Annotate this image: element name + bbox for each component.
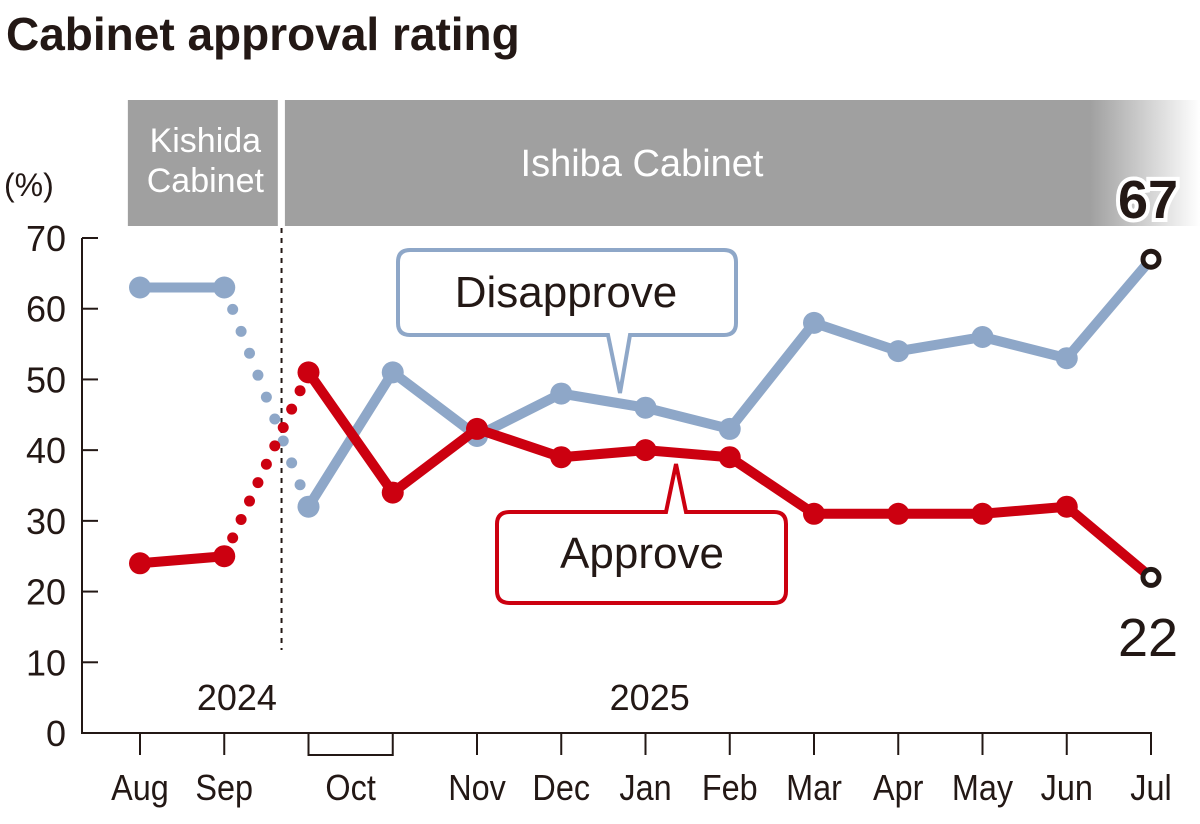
chart-title: Cabinet approval rating [6, 8, 520, 60]
year-label: 2025 [610, 677, 690, 718]
approve-end-label: 22 [1118, 608, 1178, 668]
x-tick-label: Mar [786, 768, 842, 808]
kishida-cabinet-label: Kishida [150, 122, 262, 160]
approve-transition-dot [260, 458, 272, 470]
x-tick-label: Dec [532, 768, 590, 808]
kishida-cabinet-label-2: Cabinet [147, 162, 265, 200]
approve-point [129, 552, 151, 575]
ishiba-cabinet-band-fade [1090, 100, 1200, 226]
disapprove-end-label: 67 [1118, 170, 1178, 230]
approve-point [803, 502, 825, 525]
disapprove-transition-dot [277, 435, 289, 447]
ishiba-cabinet-band [284, 100, 1090, 226]
approve-point [971, 502, 994, 525]
approve-callout [495, 463, 788, 605]
disapprove-transition-dot [286, 457, 298, 469]
approve-point [718, 446, 741, 469]
approve-point [466, 417, 488, 440]
disapprove-point [634, 396, 657, 419]
disapprove-end-marker [1140, 248, 1162, 270]
x-tick-label: Jan [619, 768, 671, 808]
x-tick-label: May [952, 768, 1014, 808]
ishiba-cabinet-label: Ishiba Cabinet [521, 143, 764, 185]
disapprove-transition-dot [260, 391, 272, 403]
disapprove-point [718, 417, 741, 440]
approve-transition-dot [252, 477, 264, 489]
x-tick-label: Apr [873, 768, 923, 808]
approve-transition-dot [227, 532, 239, 544]
y-tick-label: 40 [26, 430, 66, 471]
approve-transition-dot [244, 495, 256, 507]
disapprove-point [1055, 347, 1078, 370]
y-tick-label: 30 [26, 501, 66, 542]
approve-transition-dot [294, 385, 306, 397]
y-tick-label: 50 [26, 359, 66, 400]
disapprove-transition-dot [227, 303, 239, 315]
x-tick-label: Aug [111, 768, 169, 808]
y-axis-label: (%) [4, 167, 54, 203]
x-tick-label: Sep [195, 768, 253, 808]
disapprove-point [297, 495, 320, 518]
x-tick-label: Nov [448, 768, 506, 808]
y-tick-label: 10 [26, 642, 66, 683]
approve-end-marker [1140, 566, 1162, 588]
oct-bracket [307, 733, 394, 756]
disapprove-point [971, 326, 994, 348]
disapprove-transition-dot [235, 325, 247, 337]
approve-point [1055, 495, 1078, 518]
kishida-cabinet-band [127, 100, 278, 226]
disapprove-point [550, 382, 573, 405]
disapprove-point [213, 276, 236, 299]
approve-transition-dot [269, 440, 281, 452]
x-tick-label: Oct [325, 768, 376, 808]
y-tick-label: 60 [26, 289, 66, 330]
disapprove-point [381, 361, 404, 384]
x-tick-label: Feb [702, 768, 758, 808]
approve-point [297, 361, 320, 384]
approve-legend-label: Approve [560, 529, 724, 578]
y-tick-label: 0 [46, 713, 66, 754]
disapprove-point [129, 276, 151, 299]
approve-point [887, 502, 910, 525]
disapprove-transition-dot [294, 479, 306, 491]
disapprove-callout [396, 248, 738, 394]
approve-point [550, 446, 573, 469]
approve-line-start [139, 551, 225, 569]
disapprove-point [887, 340, 910, 363]
approve-point [381, 481, 404, 504]
approve-transition-dot [277, 422, 289, 434]
approve-transition-dot [235, 513, 247, 525]
disapprove-point [803, 311, 825, 334]
y-tick-label: 70 [26, 218, 66, 259]
x-tick-label: Jul [1130, 768, 1171, 808]
disapprove-transition-dot [244, 347, 256, 359]
disapprove-transition-dot [252, 369, 264, 381]
year-label: 2024 [197, 677, 277, 718]
approve-transition-dot [286, 403, 298, 415]
disapprove-legend-label: Disapprove [455, 268, 678, 317]
disapprove-transition-dot [269, 413, 281, 425]
approve-point [634, 439, 657, 462]
x-tick-label: Jun [1041, 768, 1093, 808]
y-tick-label: 20 [26, 572, 66, 613]
approve-point [213, 545, 236, 568]
